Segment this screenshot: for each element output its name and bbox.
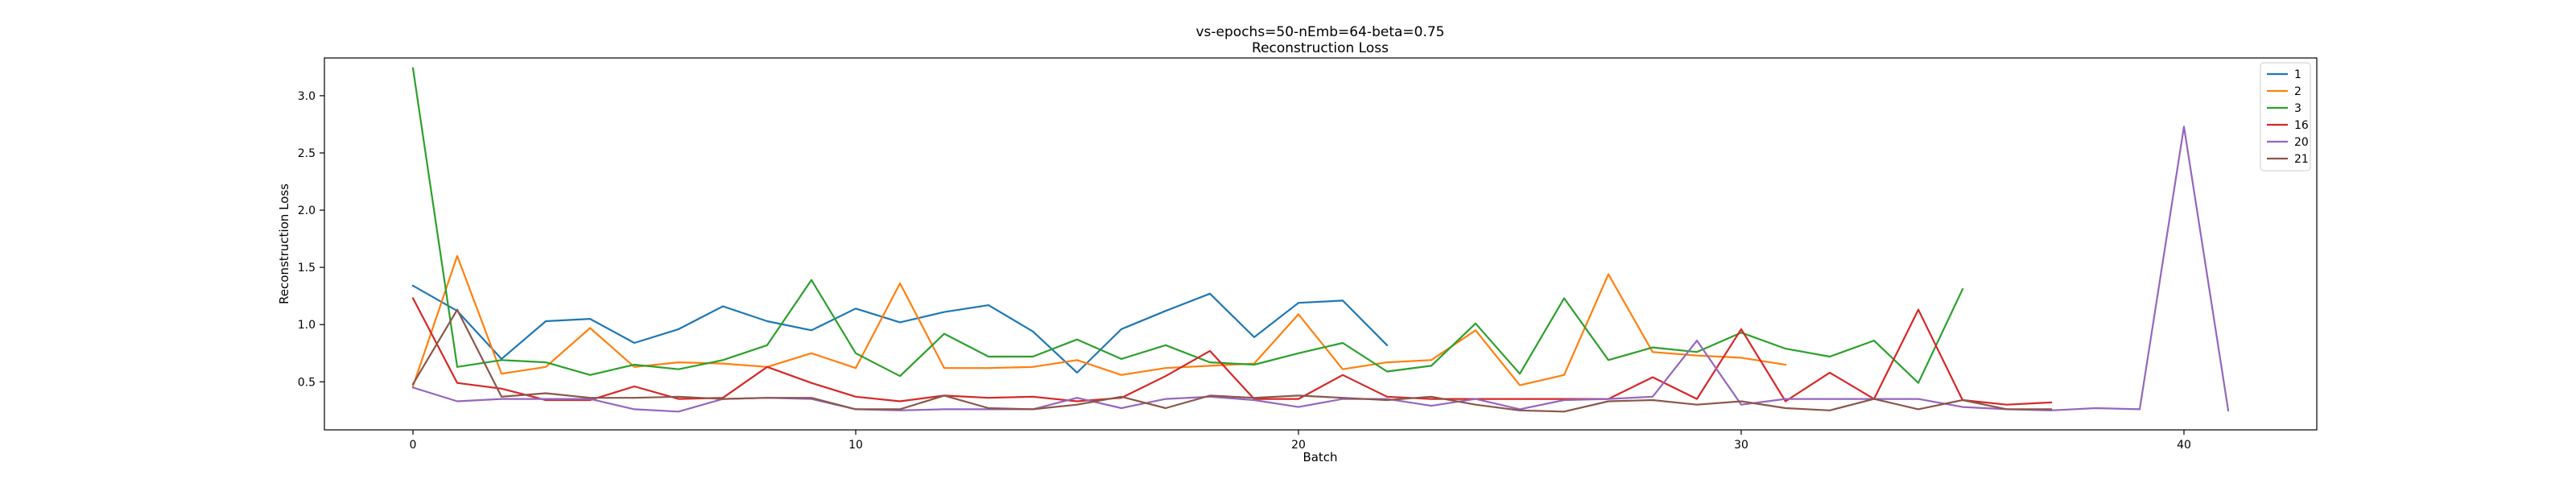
y-tick-label: 0.5 — [298, 376, 316, 389]
y-tick-label: 2.0 — [298, 204, 316, 217]
legend-label: 2 — [2294, 85, 2301, 98]
x-tick-label: 10 — [848, 439, 863, 452]
legend-box — [2260, 62, 2311, 171]
y-tick-label: 1.0 — [298, 319, 316, 332]
legend: 1 2 3 16 20 21 — [2260, 62, 2311, 171]
x-tick-label: 20 — [1291, 439, 1306, 452]
legend-label: 3 — [2294, 102, 2301, 115]
plot-area — [411, 67, 2230, 413]
legend-label: 20 — [2294, 136, 2309, 149]
x-axis: 0 10 20 30 40 — [410, 430, 2191, 452]
chart-subtitle: Reconstruction Loss — [1252, 40, 1389, 56]
plot-frame — [324, 57, 2318, 431]
legend-label: 16 — [2294, 119, 2309, 132]
series-line-21 — [411, 308, 2053, 413]
series-line-20 — [411, 126, 2230, 413]
y-axis-label: Reconstruction Loss — [277, 184, 291, 304]
series-line-1 — [411, 284, 1389, 374]
legend-label: 21 — [2294, 153, 2309, 166]
series-line-3 — [411, 67, 1964, 384]
x-axis-label: Batch — [1302, 450, 1337, 464]
x-tick-label: 30 — [1734, 439, 1748, 452]
x-tick-label: 0 — [410, 439, 417, 452]
y-tick-label: 1.5 — [298, 262, 316, 275]
legend-label: 1 — [2294, 68, 2301, 81]
series-line-16 — [411, 297, 2053, 406]
chart-title: vs-epochs=50-nEmb=64-beta=0.75 — [1196, 24, 1445, 40]
y-tick-label: 2.5 — [298, 147, 316, 160]
y-tick-label: 3.0 — [298, 90, 316, 103]
y-axis: 0.5 1.0 1.5 2.0 2.5 3.0 — [298, 90, 324, 389]
x-tick-label: 40 — [2177, 439, 2191, 452]
